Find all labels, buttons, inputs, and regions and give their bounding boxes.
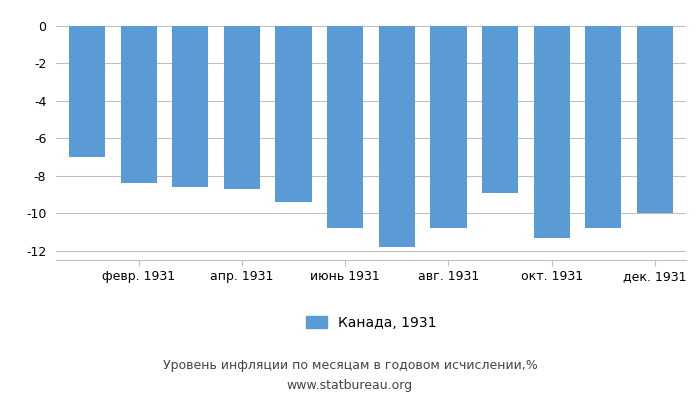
Bar bbox=[327, 26, 363, 228]
Bar bbox=[379, 26, 415, 247]
Bar bbox=[585, 26, 622, 228]
Bar bbox=[276, 26, 312, 202]
Bar bbox=[172, 26, 209, 187]
Legend: Канада, 1931: Канада, 1931 bbox=[300, 310, 442, 335]
Text: www.statbureau.org: www.statbureau.org bbox=[287, 380, 413, 392]
Text: Уровень инфляции по месяцам в годовом исчислении,%: Уровень инфляции по месяцам в годовом ис… bbox=[162, 360, 538, 372]
Bar bbox=[482, 26, 518, 192]
Bar bbox=[430, 26, 466, 228]
Bar bbox=[69, 26, 105, 157]
Bar bbox=[637, 26, 673, 213]
Bar bbox=[533, 26, 570, 238]
Bar bbox=[120, 26, 157, 183]
Bar bbox=[224, 26, 260, 189]
